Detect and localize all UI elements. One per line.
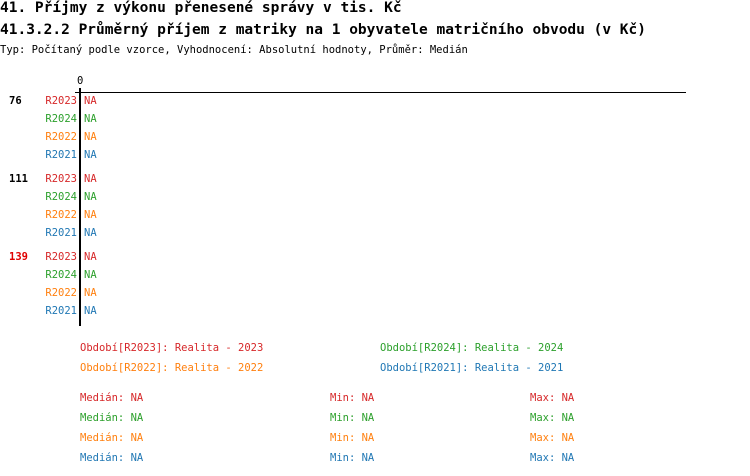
- page-title: 41. Příjmy z výkonu přenesené správy v t…: [0, 0, 402, 16]
- series-label: R2023: [45, 95, 77, 107]
- data-label: NA: [84, 227, 97, 239]
- legend-item: Období[R2023]: Realita - 2023: [80, 342, 264, 354]
- y-axis-line: [79, 88, 81, 326]
- stat-max: Max: NA: [530, 432, 575, 444]
- data-label: NA: [84, 149, 97, 161]
- category-label: 76: [9, 95, 22, 107]
- series-label: R2021: [45, 305, 77, 317]
- data-label: NA: [84, 95, 97, 107]
- legend-item: Období[R2022]: Realita - 2022: [80, 362, 264, 374]
- series-label: R2022: [45, 287, 77, 299]
- stat-max: Max: NA: [530, 452, 575, 464]
- series-label: R2024: [45, 191, 77, 203]
- category-label: 111: [9, 173, 28, 185]
- chart-info: Typ: Počítaný podle vzorce, Vyhodnocení:…: [0, 44, 468, 56]
- series-label: R2022: [45, 131, 77, 143]
- data-label: NA: [84, 251, 97, 263]
- series-label: R2023: [45, 173, 77, 185]
- data-label: NA: [84, 287, 97, 299]
- stat-min: Min: NA: [330, 452, 375, 464]
- x-axis-line: [75, 92, 686, 93]
- series-label: R2023: [45, 251, 77, 263]
- series-label: R2024: [45, 269, 77, 281]
- stat-median: Medián: NA: [80, 392, 144, 404]
- data-label: NA: [84, 191, 97, 203]
- data-label: NA: [84, 113, 97, 125]
- stat-min: Min: NA: [330, 412, 375, 424]
- stat-max: Max: NA: [530, 392, 575, 404]
- data-label: NA: [84, 269, 97, 281]
- data-label: NA: [84, 173, 97, 185]
- category-label: 139: [9, 251, 28, 263]
- stat-median: Medián: NA: [80, 432, 144, 444]
- series-label: R2021: [45, 149, 77, 161]
- legend-item: Období[R2021]: Realita - 2021: [380, 362, 564, 374]
- stat-median: Medián: NA: [80, 452, 144, 464]
- series-label: R2024: [45, 113, 77, 125]
- legend-item: Období[R2024]: Realita - 2024: [380, 342, 564, 354]
- stat-min: Min: NA: [330, 392, 375, 404]
- series-label: R2021: [45, 227, 77, 239]
- stat-median: Medián: NA: [80, 412, 144, 424]
- x-tick-label: 0: [77, 75, 84, 87]
- series-label: R2022: [45, 209, 77, 221]
- data-label: NA: [84, 131, 97, 143]
- data-label: NA: [84, 305, 97, 317]
- chart-subtitle: 41.3.2.2 Průměrný příjem z matriky na 1 …: [0, 22, 647, 38]
- stat-max: Max: NA: [530, 412, 575, 424]
- data-label: NA: [84, 209, 97, 221]
- stat-min: Min: NA: [330, 432, 375, 444]
